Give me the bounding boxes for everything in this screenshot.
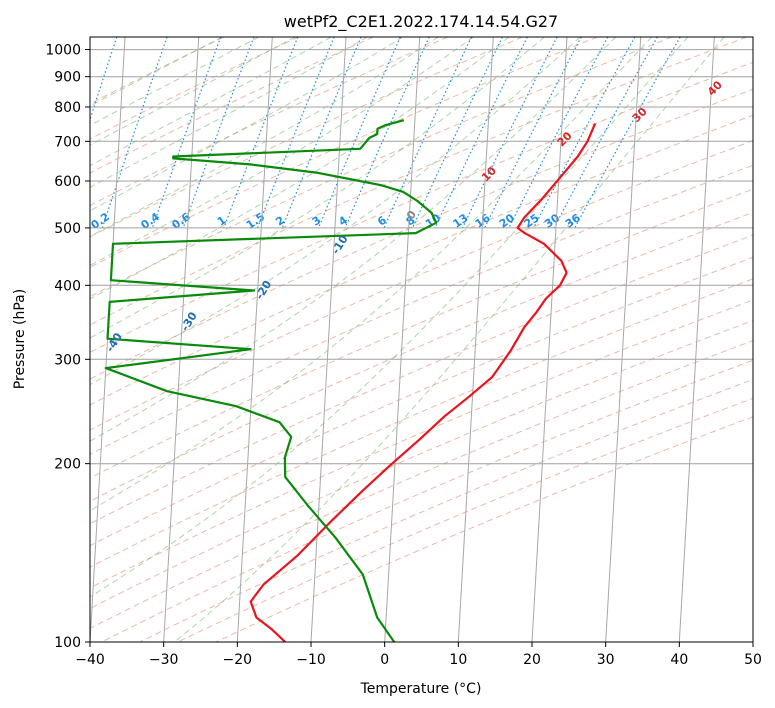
x-tick-label: −30 [149,652,179,668]
mixing-ratio-line [344,37,430,229]
moist-adiabat [90,37,581,386]
y-tick-label: 800 [54,100,81,116]
y-tick-label: 600 [54,174,81,190]
mixing-ratio-label: 6 [375,213,389,228]
isotherm-gridline [163,37,200,642]
y-tick-label: 200 [54,457,81,473]
isotherm-gridline [457,37,494,642]
dry-adiabat [90,340,753,629]
mixing-ratio-line [434,37,528,229]
mixing-ratio-line [281,37,362,229]
mixing-ratio-line [317,37,401,229]
moist-adiabat [90,37,403,212]
dry-adiabat [90,37,523,238]
isotherm-label: 20 [555,129,575,149]
mixing-ratio-line [533,37,636,229]
y-tick-label: 700 [54,134,81,150]
moist-adiabat [90,37,545,339]
isotherm-gridline [752,633,753,642]
mixing-ratio-line [574,37,681,229]
mixing-ratio-label: 0.2 [89,210,112,232]
plot-area: 0.10.20.40.611.52346810131620253036-10-2… [26,37,753,642]
moist-adiabat [90,37,653,512]
mixing-ratio-label: 0.4 [139,210,163,232]
plot-frame [89,36,754,643]
moist-adiabat [90,37,510,300]
isotherm-gridline [678,37,715,642]
mixing-ratio-line [223,37,299,229]
mixing-ratio-label: 1.5 [244,210,267,232]
isotherm-label: 40 [705,78,725,98]
isotherm-label: -50 [26,370,48,394]
y-tick-label: 100 [54,635,81,651]
dry-adiabat [90,278,753,568]
x-axis-title: Temperature (°C) [360,681,482,697]
moist-adiabat [90,37,223,107]
x-tick-label: −40 [75,652,105,668]
y-axis-title: Pressure (hPa) [12,289,28,389]
mixing-ratio-line [90,37,118,122]
mixing-ratio-line [151,37,222,229]
x-tick-label: −10 [296,652,326,668]
moist-adiabat [90,37,296,146]
isotherm-gridline [384,37,421,642]
mixing-ratio-line [411,37,504,229]
x-tick-label: 0 [380,652,389,668]
x-tick-label: 10 [449,652,467,668]
mixing-ratio-line [383,37,472,229]
y-tick-label: 500 [54,221,81,237]
mixing-ratio-line [256,37,335,229]
x-tick-label: 30 [597,652,615,668]
mixing-ratio-line [553,37,658,229]
mixing-ratio-line [182,37,255,229]
isotherm-label: -20 [253,278,275,302]
x-tick-label: 50 [744,652,762,668]
y-tick-label: 300 [54,352,81,368]
x-tick-label: 20 [523,652,541,668]
moist-adiabat [174,37,725,642]
chart-title: wetPf2_C2E1.2022.174.14.54.G27 [284,12,558,32]
dry-adiabat [90,37,673,298]
dewpoint-profile-line [104,119,438,642]
isotherm-gridline [236,37,273,642]
mixing-ratio-line [101,37,168,229]
isotherm-gridline [310,37,347,642]
dry-adiabat [90,37,374,174]
moist-adiabat [90,37,439,238]
x-tick-label: −20 [223,652,253,668]
dry-adiabat [90,114,753,406]
mixing-ratio-line [508,37,609,229]
dry-adiabat [90,256,753,547]
moist-adiabat [90,37,474,267]
dry-adiabat [90,61,753,353]
moist-adiabat [90,37,368,188]
moist-adiabat [90,37,617,442]
dry-adiabat [90,319,753,610]
axis-ticks: −40 −30 −20 −10 0 10 20 30 40 5010020030040050060… [45,43,762,668]
dry-adiabat [215,416,753,642]
mixing-ratio-label: 0.6 [169,210,193,232]
moist-adiabat [90,37,260,126]
dry-adiabat [90,299,753,589]
y-tick-label: 400 [54,278,81,294]
dry-adiabat [90,37,299,140]
x-tick-label: 40 [670,652,688,668]
dry-adiabat [90,37,747,326]
y-tick-label: 900 [54,70,81,86]
isotherm-gridline [605,37,642,642]
isotherm-gridline [531,37,568,642]
moist-adiabat [90,37,332,167]
dry-adiabat [139,378,753,642]
dry-adiabat [101,359,753,642]
temperature-profile-line [249,123,597,642]
moist-adiabat [90,37,689,598]
y-tick-label: 1000 [45,43,81,59]
